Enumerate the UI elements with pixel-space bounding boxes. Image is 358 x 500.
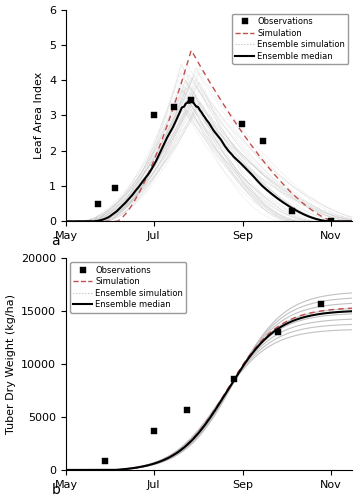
- Point: [151, 112, 157, 120]
- Legend: Observations, Simulation, Ensemble simulation, Ensemble median: Observations, Simulation, Ensemble simul…: [232, 14, 348, 64]
- Point: [289, 206, 295, 214]
- Point: [151, 427, 157, 435]
- Y-axis label: Leaf Area Index: Leaf Area Index: [34, 72, 44, 159]
- Point: [275, 328, 280, 336]
- Point: [102, 458, 108, 466]
- Point: [260, 137, 266, 145]
- Legend: Observations, Simulation, Ensemble simulation, Ensemble median: Observations, Simulation, Ensemble simul…: [70, 262, 186, 312]
- Point: [239, 120, 245, 128]
- Point: [188, 96, 194, 104]
- Point: [171, 102, 177, 110]
- Text: b: b: [51, 482, 60, 496]
- Point: [112, 184, 118, 192]
- Point: [184, 406, 190, 413]
- Point: [318, 300, 324, 308]
- Text: a: a: [52, 234, 60, 248]
- Y-axis label: Tuber Dry Weight (kg/ha): Tuber Dry Weight (kg/ha): [6, 294, 15, 434]
- Point: [328, 218, 334, 226]
- Point: [95, 200, 101, 207]
- Point: [232, 375, 237, 383]
